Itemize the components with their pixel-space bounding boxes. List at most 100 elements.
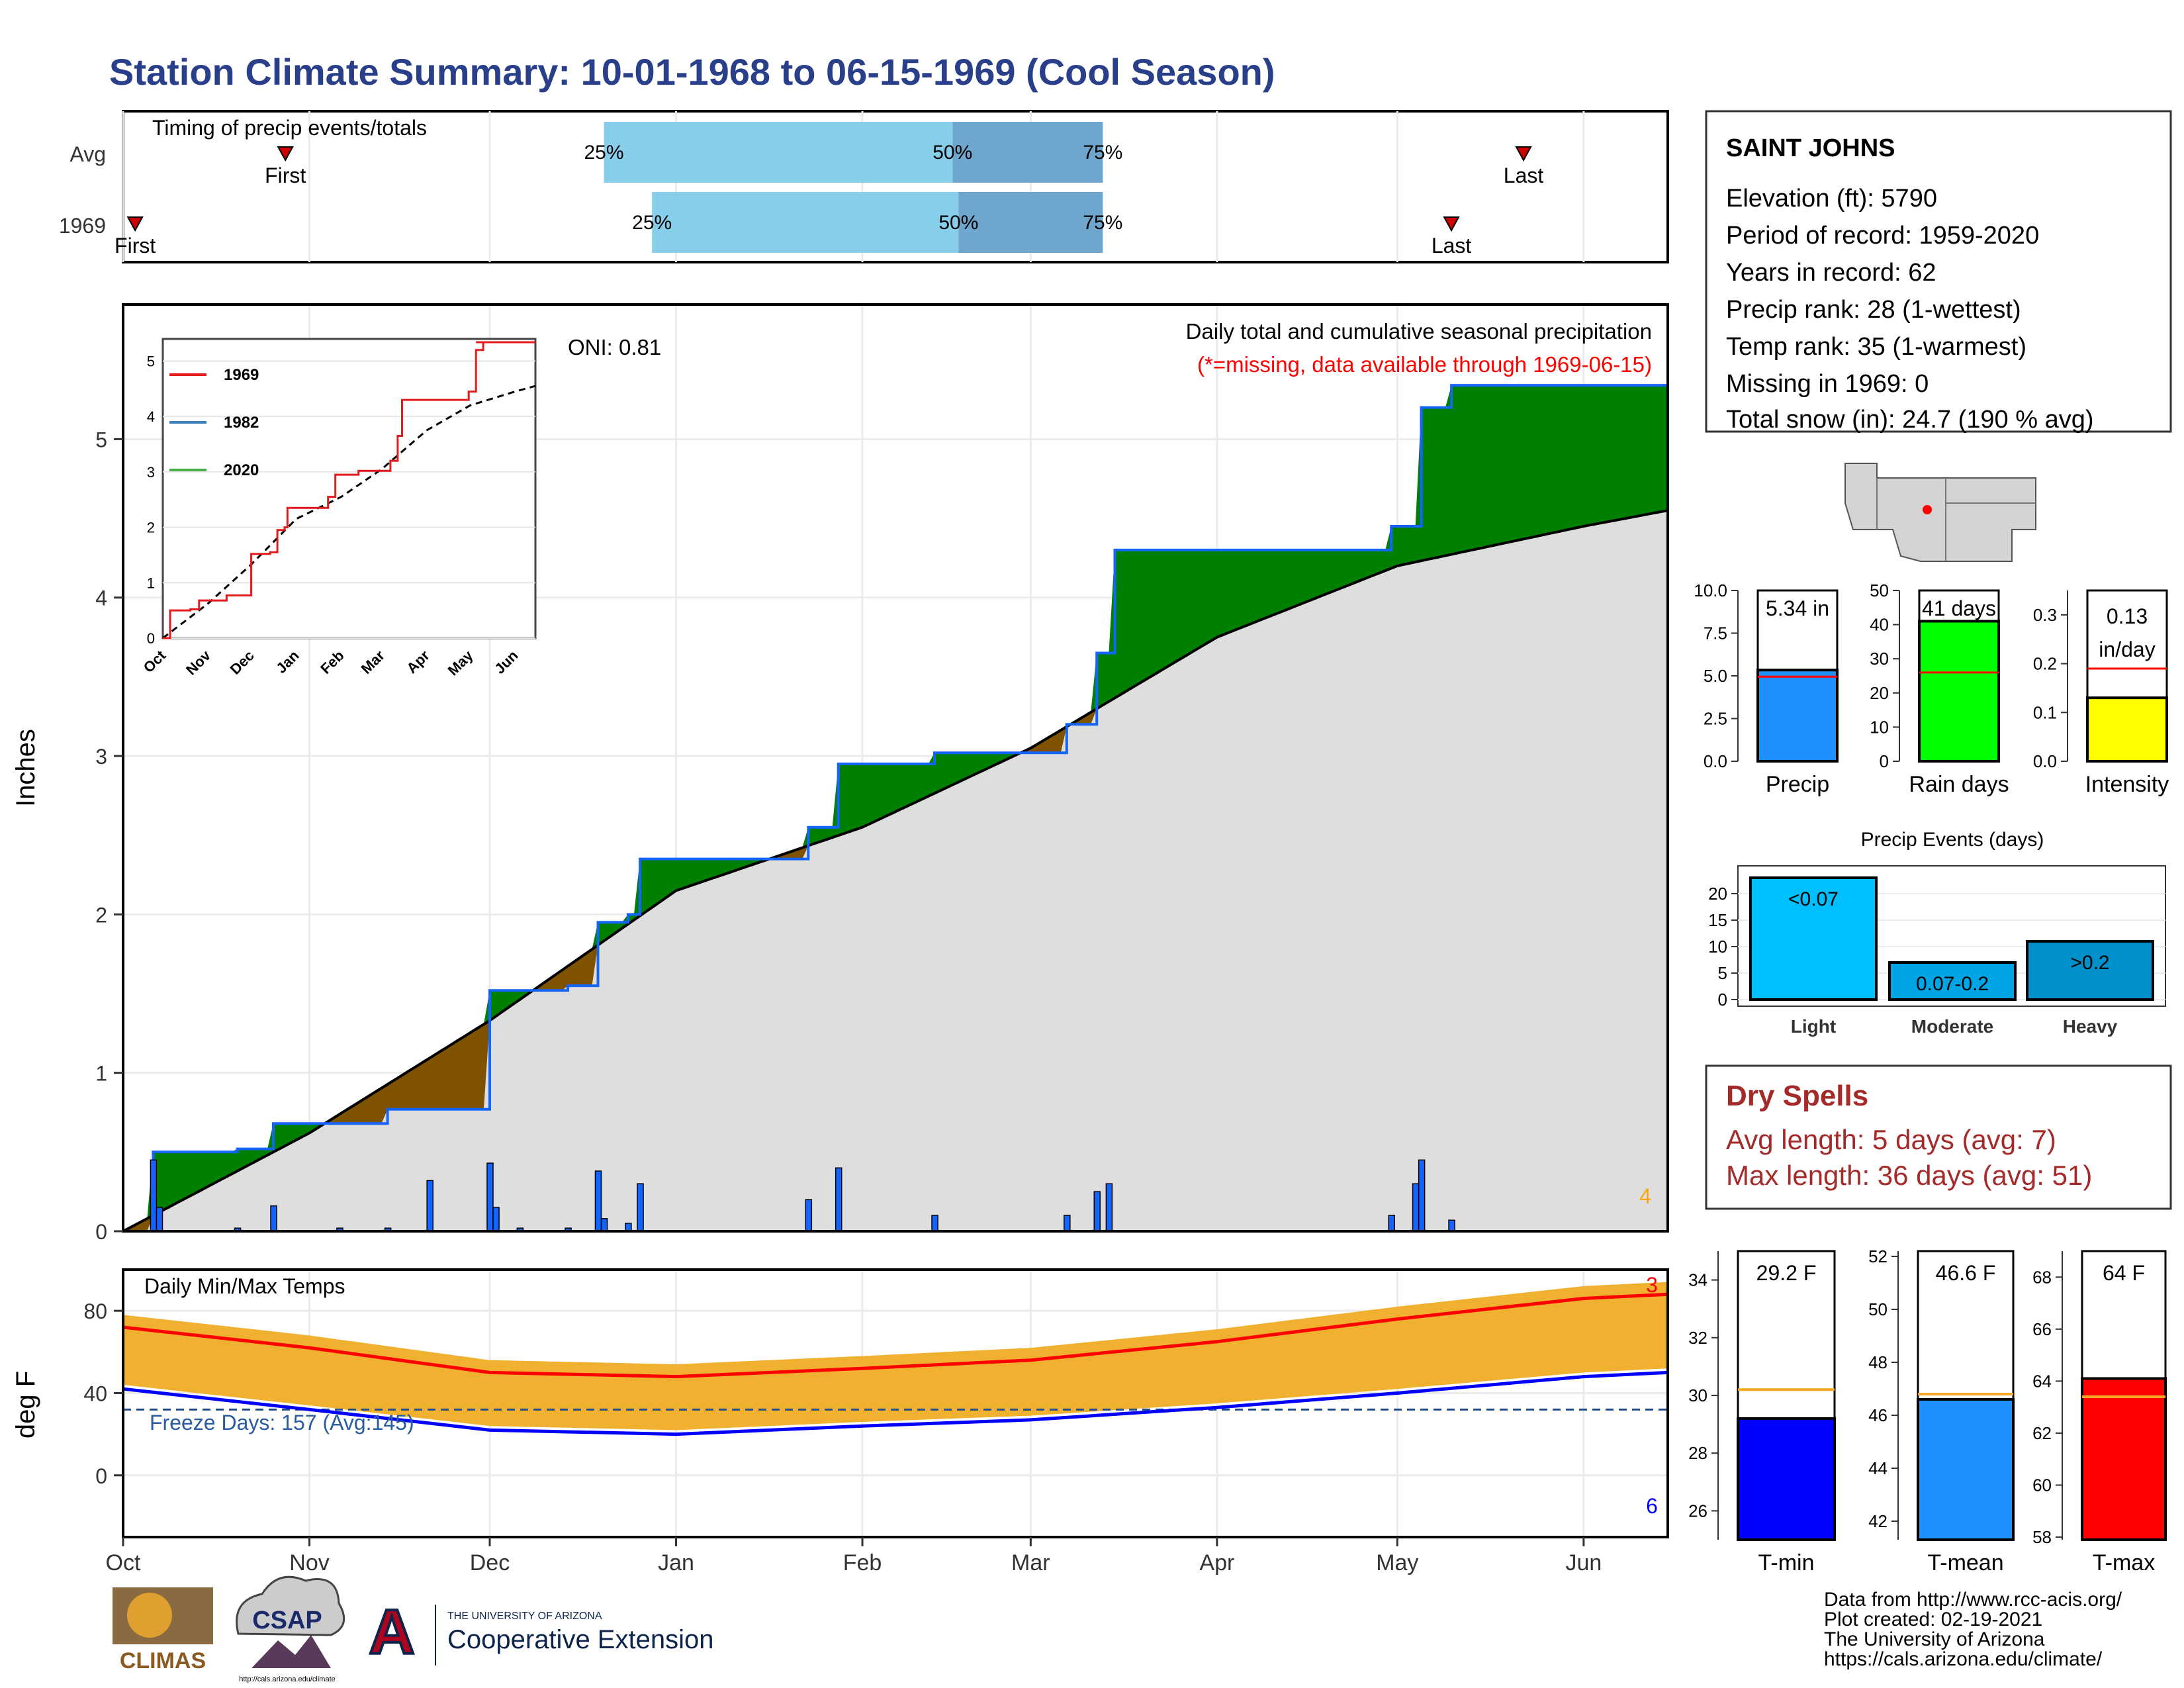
temp-y-label: deg F: [11, 1371, 40, 1438]
mini-tick-label: 30: [1870, 649, 1889, 669]
timing-first-label: First: [265, 164, 306, 187]
precip-y-tick-label: 4: [95, 586, 107, 610]
temp-header: Daily Min/Max Temps: [144, 1274, 345, 1298]
month-label: Feb: [843, 1550, 882, 1575]
tbar-tick-label: 60: [2032, 1476, 2052, 1495]
timing-q50-q75-bar: [952, 122, 1103, 183]
timing-q25-q50-bar: [652, 192, 959, 253]
precip-panel: 0 1 2 3 4 5 Inches Daily total and cumulative…: [11, 303, 1669, 1244]
observed-cumulative-line: [123, 384, 1668, 1233]
mini-label: Precip: [1766, 772, 1829, 797]
tbar-value-bar: [1737, 1417, 1836, 1541]
mini-value-bar: [1756, 669, 1839, 763]
dry-spells-title: Dry Spells: [1726, 1080, 1868, 1112]
avg-max-line: [122, 1292, 1668, 1379]
csap-logo-text: CSAP: [252, 1607, 322, 1634]
ua-logo: A THE UNIVERSITY OF ARIZONA Cooperative …: [367, 1595, 713, 1669]
shared-cumulative-area: [123, 510, 1668, 1231]
climas-sun-graphic: [127, 1593, 172, 1638]
precip-y-tick-label: 5: [95, 428, 107, 451]
station-snow: Total snow (in): 24.7 (190 % avg): [1726, 406, 2094, 434]
daily-precip-bar: [1418, 1159, 1426, 1232]
csap-url: http://cals.arizona.edu/climate: [239, 1675, 336, 1683]
precip-frame: [122, 303, 1669, 1233]
tbar-value-bar: [2081, 1377, 2167, 1542]
map-borders: [1876, 478, 2036, 561]
timing-q50-label: 50%: [933, 142, 972, 164]
precip-y-tick-label: 3: [95, 745, 107, 769]
credit-plot-created: Plot created: 02-19-2021: [1824, 1609, 2042, 1630]
precip-subheader: (*=missing, data available through 1969-…: [1197, 352, 1652, 377]
station-info: SAINT JOHNS Elevation (ft): 5790 Period …: [1705, 110, 2172, 434]
timing-first-marker: [126, 216, 144, 232]
precip-y-tick-label: 1: [95, 1062, 107, 1086]
events-tick-label: 0: [1718, 990, 1727, 1009]
events-title: Precip Events (days): [1861, 829, 2044, 851]
timing-q25-q50-bar: [604, 122, 953, 183]
station-elevation: Elevation (ft): 5790: [1726, 185, 1937, 212]
mini-tick-label: 0.2: [2033, 654, 2057, 674]
credits: Data from http://www.rcc-acis.org/ Plot …: [1824, 1589, 2122, 1670]
inset-y-tick-label: 2: [147, 520, 155, 536]
ua-block-a: A: [369, 1597, 414, 1667]
events-tick-label: 10: [1708, 937, 1727, 957]
timing-last-marker: [1515, 146, 1532, 162]
daily-precip-bar: [594, 1170, 602, 1232]
events-value-label: <0.07: [1788, 888, 1839, 910]
climas-logo-text: CLIMAS: [120, 1648, 206, 1673]
daily-precip-bar: [637, 1183, 644, 1232]
ua-big-text: Cooperative Extension: [447, 1625, 713, 1654]
events-category-label: Heavy: [2063, 1016, 2118, 1037]
mini-bar-charts: 0.0 2.5 5.0 7.5 10.0 5.34 in Precip 0 10 20 30 40 50…: [1694, 581, 2169, 797]
temp-bar-charts: 26 28 30 32 34 29.2 F T-min 42 44 46 48 50 52 46.6 F T…: [1688, 1246, 2167, 1575]
mini-value-label: 41 days: [1922, 596, 1996, 620]
tbar-tick-label: 52: [1868, 1246, 1888, 1266]
precip-y-tick-label: 2: [95, 903, 107, 927]
page-title: Station Climate Summary: 10-01-1968 to 0…: [109, 51, 1275, 93]
tbar-tick-label: 34: [1688, 1270, 1707, 1290]
timing-bars: 25% 50% 75% First Last 25% 50% 75% First Last: [114, 122, 1543, 258]
tbar-value-label: 29.2 F: [1756, 1261, 1817, 1285]
inset-y-tick-label: 4: [147, 408, 155, 425]
daily-precip-bar: [270, 1205, 277, 1232]
timing-q75-label: 75%: [1083, 212, 1122, 234]
tbar-label: T-mean: [1927, 1550, 2003, 1575]
tbar-tick-label: 62: [2032, 1423, 2052, 1443]
month-label: Jan: [658, 1550, 694, 1575]
month-label: Apr: [1199, 1550, 1234, 1575]
timing-first-marker: [277, 146, 294, 162]
record-min-count: 6: [1646, 1494, 1658, 1518]
temp-y-tick-label: 0: [95, 1464, 107, 1488]
mini-tick-label: 0.1: [2033, 702, 2057, 722]
station-location-dot: [1923, 505, 1932, 514]
events-value-label: 0.07-0.2: [1916, 973, 1989, 995]
mini-tick-label: 0.0: [1704, 751, 1727, 771]
arizona-map: [1844, 463, 2036, 562]
mini-label: Rain days: [1909, 772, 2009, 797]
tbar-tick-label: 68: [2032, 1267, 2052, 1287]
daily-precip-bar: [492, 1207, 500, 1232]
snow-count: 4: [1639, 1184, 1651, 1208]
temp-y-axis: 0 40 80: [83, 1299, 123, 1488]
tbar-value-bar: [1917, 1398, 2015, 1541]
mini-tick-label: 10.0: [1694, 581, 1727, 600]
credit-university: The University of Arizona: [1824, 1628, 2045, 1650]
inset-legend-label: 1969: [224, 366, 259, 384]
tbar-value-label: 46.6 F: [1936, 1261, 1996, 1285]
inset-legend-label: 1982: [224, 414, 259, 432]
csap-mountain-graphic: [251, 1635, 331, 1668]
timing-q50-label: 50%: [938, 212, 978, 234]
mini-tick-label: 0.3: [2033, 605, 2057, 625]
timing-first-label: First: [114, 234, 156, 258]
inset-avg-line: [162, 385, 536, 639]
daily-precip-bar: [156, 1207, 163, 1232]
oni-value: ONI: 0.81: [568, 335, 661, 359]
daily-precip-bar: [426, 1180, 433, 1232]
tbar-tick-label: 58: [2032, 1527, 2052, 1547]
tbar-tick-label: 42: [1868, 1511, 1888, 1531]
csap-logo: CSAP http://cals.arizona.edu/climate: [236, 1575, 345, 1683]
timing-q75-label: 75%: [1083, 142, 1122, 164]
inset-y-tick-label: 3: [147, 464, 155, 481]
map-region: [1844, 463, 2036, 562]
